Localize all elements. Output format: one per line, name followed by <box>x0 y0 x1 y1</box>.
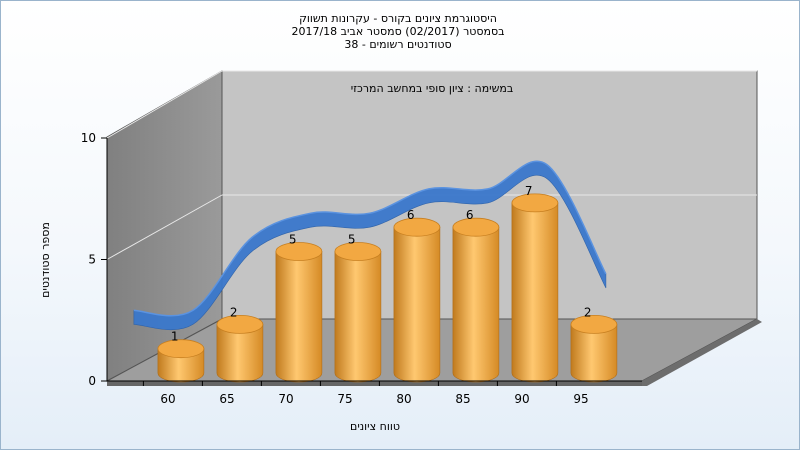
bar-data-label: 2 <box>230 305 238 319</box>
bar-top <box>393 217 441 237</box>
bar-body <box>157 348 205 383</box>
x-tick-label: 65 <box>219 392 234 406</box>
bar-data-label: 6 <box>407 208 415 222</box>
right-edge-shadow <box>642 319 762 386</box>
bar-data-label: 1 <box>171 330 179 344</box>
y-tick-label: 5 <box>88 253 96 267</box>
bar-top <box>157 339 205 359</box>
bar-body <box>570 324 618 383</box>
bar-data-label: 2 <box>584 305 592 319</box>
chart-title-line-2: בסמסטר (02/2017) סמסטר אביב 2017/18 <box>291 25 504 38</box>
bar <box>570 314 618 383</box>
x-tick-label: 75 <box>337 392 352 406</box>
trend-ribbon-highlight <box>133 160 607 317</box>
x-tick-label: 85 <box>455 392 470 406</box>
side-gridline <box>106 70 223 139</box>
bar <box>452 217 500 383</box>
bars-group <box>157 193 618 383</box>
bar-body <box>275 251 323 383</box>
bar <box>393 217 441 383</box>
y-tick-label: 10 <box>81 131 96 145</box>
bar <box>157 339 205 383</box>
chart-title-line-3: סטודנטים רשומים - 38 <box>344 38 451 51</box>
bar-top <box>334 242 382 261</box>
bar-top <box>570 314 618 334</box>
bar-body <box>393 226 441 383</box>
y-axis-label: מספר סטודנטים <box>39 222 52 298</box>
x-tick-label: 95 <box>573 392 588 406</box>
bar-data-label: 5 <box>348 233 356 247</box>
bar-data-label: 7 <box>525 184 533 198</box>
trend-ribbon-group <box>133 160 607 331</box>
chart-title-line-1: היסטוגרמת ציונים בקורס - עקרונות תשווק <box>299 12 497 25</box>
chart-subtitle: במשימה : ציון סופי במחשב המרכזי <box>351 82 514 95</box>
bar-data-label: 5 <box>289 233 297 247</box>
bar <box>511 193 559 383</box>
x-axis-label: טווח ציונים <box>350 420 400 433</box>
side-gridline <box>106 194 223 260</box>
bar-body <box>511 202 559 383</box>
bar-top <box>275 242 323 261</box>
x-tick-label: 80 <box>396 392 411 406</box>
bar-body <box>334 251 382 383</box>
bar <box>334 242 382 383</box>
bar <box>275 242 323 383</box>
bar-top <box>216 314 264 334</box>
x-axis: 60 65 70 75 80 85 90 95 <box>107 380 642 406</box>
y-axis: 0 5 10 <box>81 131 108 388</box>
x-tick-label: 90 <box>514 392 529 406</box>
y-tick-label: 0 <box>88 374 96 388</box>
bar-body <box>452 226 500 383</box>
bar-body <box>216 324 264 383</box>
bar-data-label: 6 <box>466 208 474 222</box>
bar-top <box>452 217 500 237</box>
bar-top <box>511 193 559 213</box>
x-tick-label: 70 <box>278 392 293 406</box>
x-tick-label: 60 <box>160 392 175 406</box>
bar <box>216 314 264 383</box>
data-labels-group: 1 2 5 5 6 6 7 2 <box>171 184 592 344</box>
